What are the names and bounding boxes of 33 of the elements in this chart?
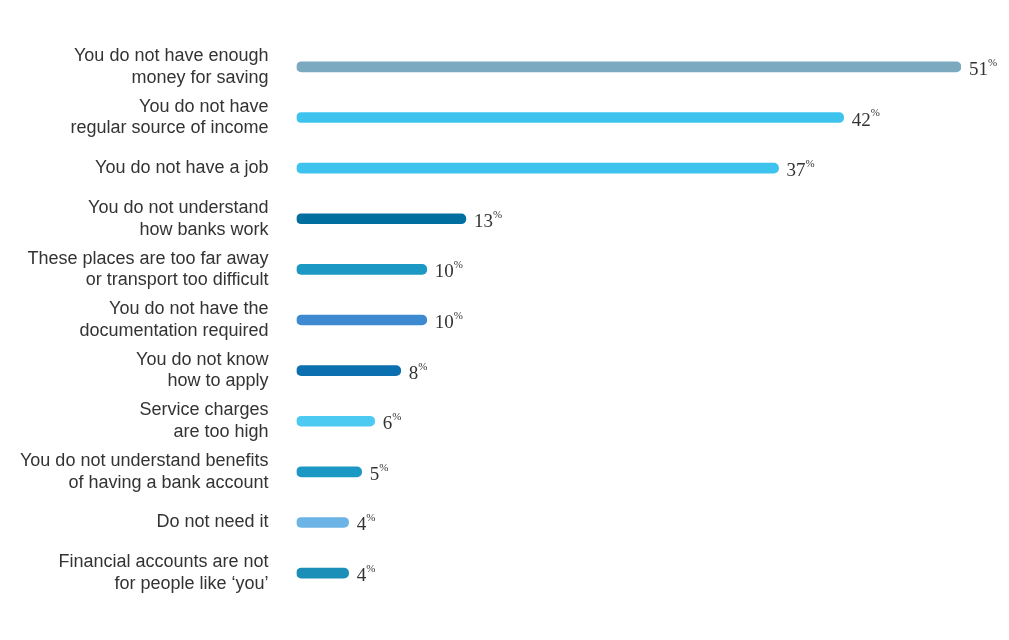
data-label: 5% <box>369 460 389 484</box>
y-tick-label: You do not understand benefits of having a bank account <box>19 450 269 492</box>
bar <box>296 567 349 579</box>
y-tick-label: Service charges are too high <box>139 399 269 442</box>
data-label: 4% <box>356 511 376 535</box>
data-label: 8% <box>408 359 428 383</box>
data-label: 51% <box>969 55 998 79</box>
bar <box>296 213 467 225</box>
y-tick-label: You do not have enough money for saving <box>74 45 269 87</box>
bar <box>296 314 428 326</box>
bar <box>296 365 402 376</box>
data-label: 13% <box>473 207 503 231</box>
data-label: 10% <box>434 258 463 282</box>
data-label: 42% <box>851 106 880 130</box>
y-tick-label: You do not have regular source of income <box>70 95 269 138</box>
bar <box>296 162 779 174</box>
data-label: 37% <box>786 157 815 181</box>
y-tick-label: Financial accounts are not for people like ‘you’ <box>58 551 269 593</box>
bar <box>296 112 845 123</box>
data-label: 6% <box>382 410 402 434</box>
y-tick-label: These places are too far away or transport too difficult <box>27 247 269 290</box>
y-tick-label: You do not know how to apply <box>136 348 270 391</box>
y-tick-label: You do not have the documentation required <box>79 298 269 340</box>
bar <box>296 415 376 427</box>
data-label: 10% <box>434 308 463 332</box>
bar <box>296 466 363 478</box>
y-tick-label: You do not understand how banks work <box>88 196 270 239</box>
data-label: 4% <box>356 561 376 586</box>
y-tick-label: Do not need it <box>156 511 269 532</box>
bar <box>296 517 349 528</box>
y-tick-label: You do not have a job <box>95 157 269 178</box>
bar <box>296 264 428 275</box>
bar <box>296 61 961 73</box>
